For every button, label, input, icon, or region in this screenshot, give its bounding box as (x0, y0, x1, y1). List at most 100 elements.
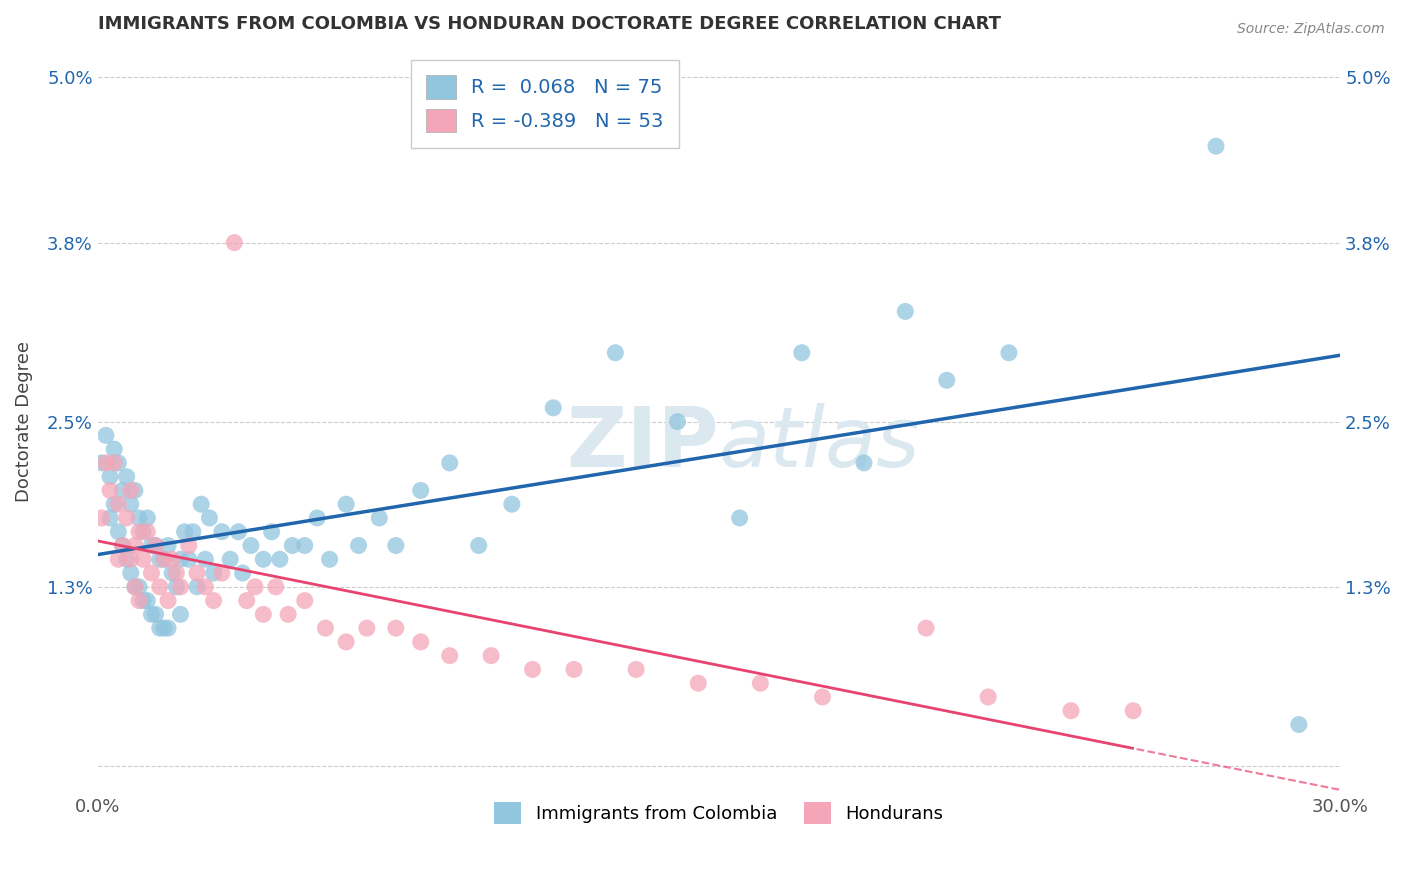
Point (107, 456, 129, 470)
Point (202, 566, 225, 580)
Point (894, 304, 917, 318)
Point (915, 621, 938, 635)
Point (107, 497, 129, 511)
Point (318, 552, 340, 566)
Text: IMMIGRANTS FROM COLOMBIA VS HONDURAN DOCTORATE DEGREE CORRELATION CHART: IMMIGRANTS FROM COLOMBIA VS HONDURAN DOC… (97, 15, 1001, 33)
Point (314, 621, 336, 635)
Point (624, 662, 647, 676)
Point (1288, 717, 1310, 731)
Point (103, 497, 125, 511)
Point (157, 593, 180, 607)
Point (177, 552, 200, 566)
Point (307, 511, 329, 525)
Point (165, 566, 187, 580)
Point (409, 635, 432, 649)
Point (998, 345, 1021, 359)
Point (149, 552, 172, 566)
Point (409, 483, 432, 498)
Point (111, 539, 134, 553)
Point (228, 524, 250, 539)
Point (120, 497, 142, 511)
Text: atlas: atlas (718, 403, 921, 484)
Point (124, 580, 146, 594)
Point (252, 607, 274, 622)
Point (115, 511, 138, 525)
Point (190, 497, 212, 511)
Point (136, 593, 159, 607)
Point (260, 524, 283, 539)
Point (132, 552, 155, 566)
Point (149, 580, 172, 594)
Point (169, 552, 191, 566)
Point (128, 580, 150, 594)
Point (111, 483, 134, 498)
Point (467, 539, 489, 553)
Point (852, 456, 875, 470)
Point (141, 539, 163, 553)
Point (368, 511, 391, 525)
Point (243, 580, 266, 594)
Point (439, 648, 461, 663)
Point (541, 401, 564, 415)
Point (479, 648, 502, 663)
Point (235, 593, 257, 607)
Point (1060, 704, 1083, 718)
Point (157, 539, 180, 553)
Point (145, 539, 167, 553)
Point (120, 566, 142, 580)
Point (120, 483, 142, 498)
Point (136, 524, 159, 539)
Point (98, 483, 121, 498)
Point (439, 456, 461, 470)
Point (294, 593, 316, 607)
Point (356, 621, 378, 635)
Point (149, 621, 172, 635)
Point (153, 552, 176, 566)
Point (335, 635, 357, 649)
Point (239, 539, 262, 553)
Point (347, 539, 370, 553)
Point (115, 469, 138, 483)
Y-axis label: Doctorate Degree: Doctorate Degree (15, 341, 32, 502)
Point (103, 456, 125, 470)
Point (90, 511, 112, 525)
Point (977, 690, 1000, 704)
Point (269, 552, 291, 566)
Point (728, 511, 751, 525)
Point (169, 607, 191, 622)
Point (98, 511, 121, 525)
Point (98, 469, 121, 483)
Point (94, 428, 117, 442)
Point (277, 607, 299, 622)
Point (136, 511, 159, 525)
Point (124, 539, 146, 553)
Point (145, 539, 167, 553)
Point (103, 442, 125, 457)
Point (160, 566, 183, 580)
Point (522, 662, 544, 676)
Point (935, 373, 957, 387)
Point (169, 580, 191, 594)
Point (173, 524, 195, 539)
Point (385, 621, 408, 635)
Point (165, 580, 187, 594)
Point (335, 497, 357, 511)
Point (128, 511, 150, 525)
Point (281, 539, 304, 553)
Point (107, 552, 129, 566)
Point (749, 676, 772, 690)
Point (157, 621, 180, 635)
Point (128, 593, 150, 607)
Text: Source: ZipAtlas.com: Source: ZipAtlas.com (1237, 22, 1385, 37)
Point (132, 524, 155, 539)
Point (605, 345, 627, 359)
Point (211, 566, 233, 580)
Point (811, 690, 834, 704)
Point (562, 662, 585, 676)
Point (177, 539, 200, 553)
Point (688, 676, 710, 690)
Point (790, 345, 813, 359)
Point (181, 524, 204, 539)
Point (128, 524, 150, 539)
Point (186, 566, 208, 580)
